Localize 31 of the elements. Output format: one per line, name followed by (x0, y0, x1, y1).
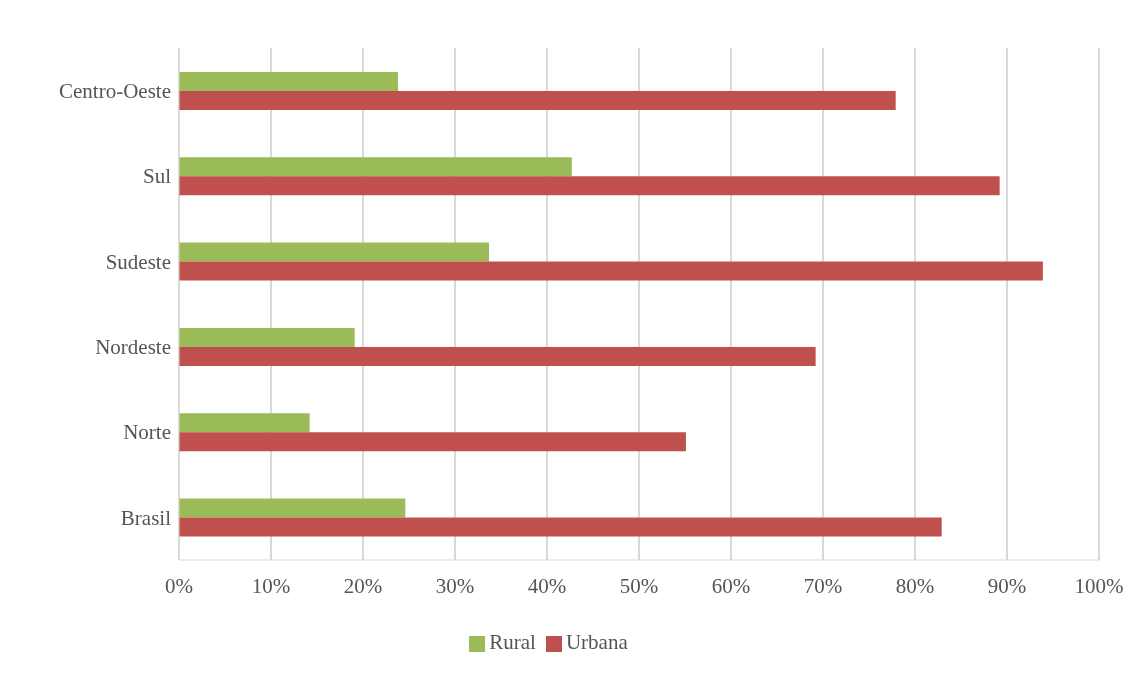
y-tick-label: Norte (123, 420, 171, 445)
bar (179, 176, 1000, 196)
y-tick-label: Sul (142, 164, 172, 189)
x-tick-label: 90% (987, 573, 1027, 598)
x-tick-label: 40% (527, 573, 567, 598)
bar (179, 71, 398, 91)
legend-label: Urbana (565, 630, 628, 654)
x-tick-label: 50% (619, 573, 659, 598)
x-tick-label: 60% (711, 573, 751, 598)
bar (179, 498, 406, 518)
x-tick-label: 80% (895, 573, 935, 598)
x-tick-label: 30% (435, 573, 475, 598)
bar (179, 242, 490, 262)
bar (179, 517, 942, 537)
y-tick-label: Sudeste (105, 249, 171, 274)
bar (179, 157, 572, 177)
y-tick-label: Nordeste (95, 335, 171, 360)
legend-label: Rural (489, 630, 536, 654)
x-tick-label: 20% (343, 573, 383, 598)
x-tick-label: 0% (165, 573, 193, 598)
y-tick-label: Brasil (120, 505, 172, 530)
x-tick-label: 70% (803, 573, 843, 598)
bar (179, 432, 686, 452)
bar (179, 90, 896, 110)
x-tick-label: 10% (251, 573, 291, 598)
bar (179, 346, 816, 366)
y-tick-label: Centro-Oeste (59, 79, 171, 104)
bar (179, 413, 310, 433)
x-tick-label: 100% (1074, 573, 1124, 598)
bar (179, 327, 355, 347)
bar (179, 261, 1043, 281)
